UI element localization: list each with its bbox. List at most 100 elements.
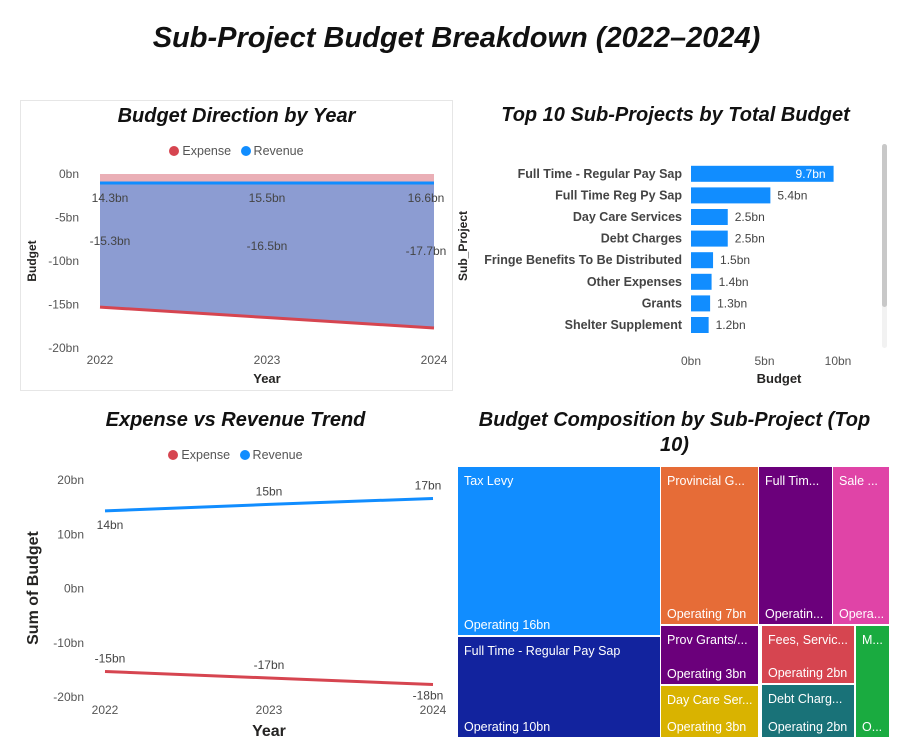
treemap-tile[interactable]: Fees, Servic... Operating 2bn [762,626,854,683]
revenue-data-label: 16.6bn [408,191,445,205]
y-tick-label: -15bn [48,298,79,312]
tile-label: Sale ... [839,474,878,488]
bar [691,230,728,247]
expense-dot-icon [169,146,180,156]
tile-label: M... [862,633,883,647]
bar [691,317,709,333]
x-tick-label: 5bn [754,354,774,368]
bar-data-label: 2.5bn [735,210,765,224]
top10-scrollbar[interactable] [882,144,887,348]
tile-group-label: Operating 10bn [464,720,551,734]
expense-data-label: -16.5bn [247,239,288,253]
legend-item-expense[interactable]: Expense [168,448,230,462]
category-label: Shelter Supplement [565,318,683,332]
budget-direction-panel[interactable]: Budget Direction by Year Expense Revenue… [20,100,453,391]
bar [691,252,714,269]
revenue-data-label: 15bn [256,484,283,498]
tile-group-label: Operating 16bn [464,618,551,632]
budget-direction-legend: Expense Revenue [21,144,452,158]
bar [691,209,728,225]
top10-panel[interactable]: Top 10 Sub-Projects by Total Budget Full… [458,100,893,390]
category-label: Fringe Benefits To Be Distributed [484,253,682,267]
x-tick-label: 10bn [825,354,852,368]
x-axis-label: Year [252,723,286,739]
tile-group-label: Operating 2bn [768,720,848,734]
expense-data-label: -17bn [254,658,285,672]
trend-panel[interactable]: Expense vs Revenue Trend Expense Revenue… [20,405,451,739]
treemap-tile[interactable]: Prov Grants/... Operating 3bn [661,626,758,684]
page-title: Sub-Project Budget Breakdown (2022–2024) [152,22,761,54]
bar [691,273,712,290]
expense-dot-icon [168,450,179,460]
tile-group-label: Operating 3bn [667,720,747,734]
top10-bar-chart: Full Time - Regular Pay Sap 9.7bn Full Tim… [458,165,852,386]
bar-data-label: 5.4bn [777,188,807,202]
x-axis-label: Year [253,371,280,386]
y-axis-label: Budget [25,240,39,281]
treemap-tile[interactable]: Day Care Ser... Operating 3bn [661,686,758,737]
expense-data-label: -15.3bn [90,234,131,248]
tile-label: Prov Grants/... [667,633,748,647]
x-tick-label: 0bn [681,354,701,368]
y-tick-label: -20bn [48,341,79,355]
legend-item-expense[interactable]: Expense [169,144,231,158]
tile-label: Full Tim... [765,474,820,488]
top10-title: Top 10 Sub-Projects by Total Budget [501,104,850,126]
legend-item-revenue[interactable]: Revenue [239,448,303,462]
y-tick-label: -5bn [55,211,79,225]
tile-label: Provincial G... [667,474,745,488]
tile-group-label: O... [862,720,883,734]
treemap-tile[interactable]: M... O... [856,626,889,737]
y-tick-label: 10bn [57,527,84,541]
x-tick-label: 2022 [87,353,114,367]
treemap-tile[interactable]: Debt Charg... Operating 2bn [762,685,854,737]
treemap-title: Budget Composition by Sub-Project (Top 1… [478,409,871,456]
x-tick-label: 2023 [254,353,281,367]
tile-label: Day Care Ser... [667,693,753,707]
treemap-tile[interactable]: Sale ... Opera... [833,467,889,624]
trend-title: Expense vs Revenue Trend [105,409,366,431]
tile-label: Fees, Servic... [768,633,848,647]
y-axis-label: Sub_Project [458,211,470,281]
expense-area [100,183,434,328]
bar-data-label: 2.5bn [735,232,765,246]
y-tick-label: -10bn [53,636,84,650]
tile-label: Tax Levy [464,474,514,488]
bar [691,295,711,312]
tile-label: Debt Charg... [768,692,843,706]
y-tick-label: 20bn [57,473,84,487]
category-label: Grants [642,296,682,310]
tile-group-label: Operating 3bn [667,667,747,681]
bar [691,187,771,204]
revenue-data-label: 17bn [415,478,442,492]
category-label: Day Care Services [573,210,682,224]
bar-data-label: 1.4bn [719,275,749,289]
bar-data-label: 9.7bn [796,167,826,181]
revenue-data-label: 15.5bn [249,191,286,205]
expense-data-label: -18bn [413,689,444,703]
treemap-tile[interactable]: Full Time - Regular Pay Sap Operating 10b… [458,637,660,737]
revenue-line [104,496,434,513]
tile-label: Full Time - Regular Pay Sap [464,644,621,658]
budget-direction-chart: 0bn -5bn -10bn -15bn -20bn 2022 2023 2024 Year Bu… [25,167,448,386]
x-tick-label: 2022 [92,703,119,717]
expense-line [99,305,435,330]
treemap-tile[interactable]: Tax Levy Operating 16bn [458,467,660,635]
tile-group-label: Operating 7bn [667,607,747,621]
y-tick-label: -10bn [48,254,79,268]
revenue-dot-icon [239,450,250,460]
bar-data-label: 1.3bn [717,296,747,310]
treemap-panel[interactable]: Budget Composition by Sub-Project (Top 1… [456,405,893,739]
y-tick-label: 0bn [59,167,79,181]
category-label: Debt Charges [601,232,682,246]
expense-data-label: -15bn [95,652,126,666]
treemap-tile[interactable]: Full Tim... Operatin... [759,467,832,624]
scrollbar-thumb[interactable] [882,144,887,307]
treemap-tile[interactable]: Provincial G... Operating 7bn [661,467,758,624]
expense-data-label: -17.7bn [406,244,447,258]
x-axis-label: Budget [757,371,802,386]
legend-item-revenue[interactable]: Revenue [240,144,304,158]
revenue-dot-icon [240,146,251,156]
x-tick-label: 2024 [420,703,447,717]
revenue-data-label: 14.3bn [92,191,129,205]
